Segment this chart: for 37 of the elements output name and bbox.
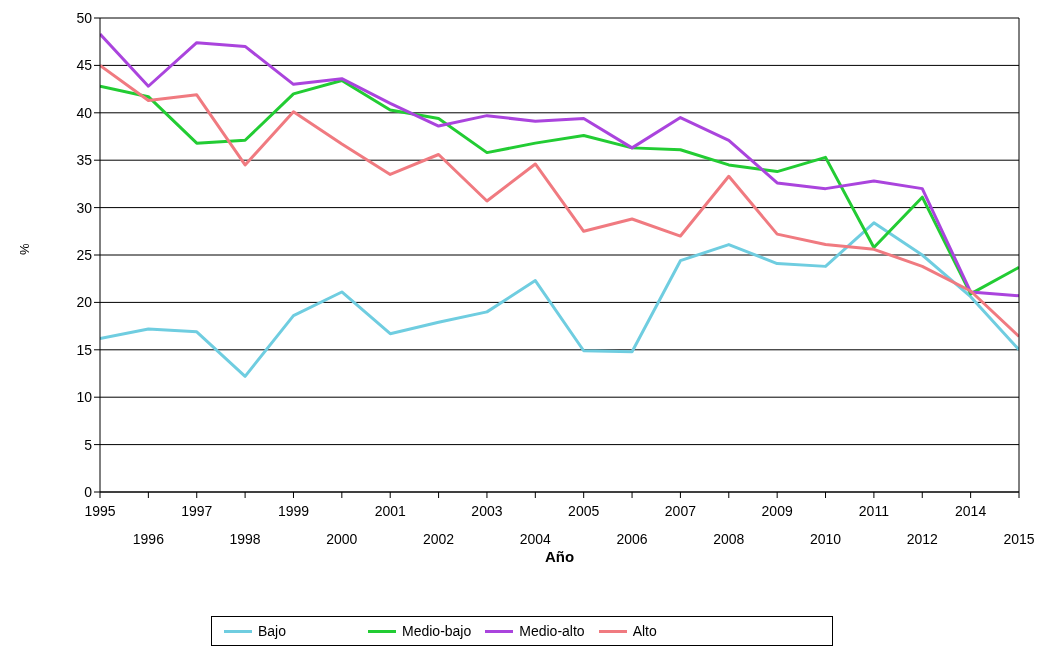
x-tick-label: 2014	[955, 503, 987, 519]
x-tick-label: 2009	[761, 503, 793, 519]
y-tick-label: 35	[76, 152, 93, 169]
x-tick-label: 2010	[809, 531, 842, 547]
y-tick-label: 5	[84, 436, 93, 453]
y-tick-label: 15	[76, 341, 93, 358]
y-tick-label: 30	[76, 199, 93, 216]
x-tick-label: 2003	[471, 503, 503, 519]
x-tick-label: 2004	[519, 531, 552, 547]
x-tick-label: 2008	[713, 531, 745, 547]
x-tick-label: 1999	[277, 503, 310, 519]
y-tick-label: 50	[76, 9, 93, 26]
y-tick-label: 45	[76, 57, 93, 74]
x-axis-title: Año	[544, 548, 575, 565]
x-tick-label: 2001	[374, 503, 406, 519]
y-tick-label: 25	[76, 246, 93, 263]
x-tick-label: 2015	[1003, 531, 1035, 547]
x-tick-label: 2006	[616, 531, 648, 547]
x-tick-label: 1997	[181, 503, 213, 519]
x-tick-label: 1995	[84, 503, 116, 519]
y-tick-label: 0	[84, 483, 93, 500]
x-tick-label: 2007	[664, 503, 697, 519]
x-tick-label: 1998	[229, 531, 261, 547]
x-tick-label: 2011	[858, 503, 890, 519]
x-tick-label: 2000	[326, 531, 358, 547]
y-tick-label: 10	[76, 389, 93, 406]
legend-label: Medio-alto	[518, 623, 585, 639]
x-tick-label: 2012	[906, 531, 939, 547]
legend-label: Bajo	[257, 623, 288, 639]
legend-label: Medio-bajo	[401, 623, 472, 639]
y-tick-label: 40	[76, 104, 93, 121]
x-tick-label: 2005	[568, 503, 600, 519]
y-tick-label: 20	[76, 294, 93, 311]
x-tick-label: 2002	[423, 531, 455, 547]
y-axis-title: %	[16, 243, 32, 255]
x-tick-label: 1996	[132, 531, 165, 547]
legend-label: Alto	[631, 623, 657, 639]
